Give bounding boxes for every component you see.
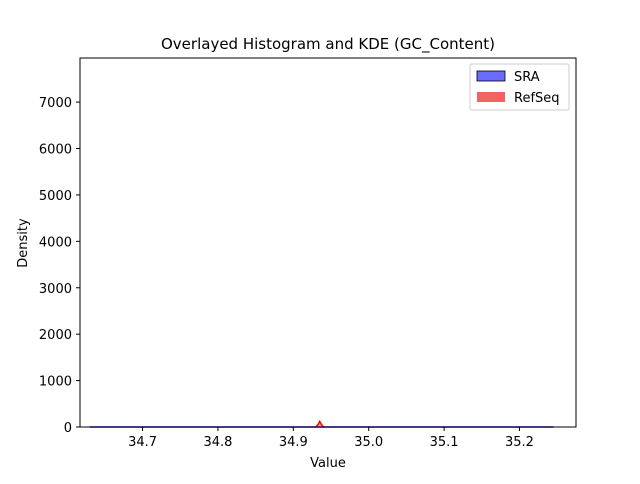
y-tick-label: 4000 [39, 235, 72, 250]
x-tick-label: 34.7 [128, 435, 157, 450]
x-tick-label: 35.2 [505, 435, 534, 450]
x-tick-label: 34.8 [203, 435, 232, 450]
data-point-refseq [317, 423, 319, 425]
y-tick-label: 7000 [39, 96, 72, 111]
axes: 34.7 34.8 34.9 35.0 35.1 35.2 0 1000 2000 3000 400… [39, 57, 577, 450]
chart-title: Overlayed Histogram and KDE (GC_Content) [161, 35, 495, 54]
legend-swatch-refseq [477, 92, 505, 102]
y-tick-label: 6000 [39, 143, 72, 158]
y-tick-label: 2000 [39, 328, 72, 343]
x-tick-label: 34.9 [279, 435, 308, 450]
y-tick-label: 0 [64, 421, 72, 436]
data-point-refseq [319, 420, 321, 423]
y-tick-label: 1000 [39, 375, 72, 390]
y-axis-label: Density [16, 218, 31, 268]
legend-label-refseq: RefSeq [514, 91, 560, 106]
axes-frame [79, 57, 577, 428]
x-tick-label: 35.1 [430, 435, 459, 450]
x-tick-label: 35.0 [354, 435, 383, 450]
legend-label-sra: SRA [514, 70, 540, 85]
data-point-refseq [320, 423, 322, 425]
legend: SRA RefSeq [469, 63, 570, 111]
legend-swatch-sra [476, 70, 506, 82]
y-tick-label: 3000 [39, 282, 72, 297]
y-tick-label: 5000 [39, 189, 72, 204]
x-axis-label: Value [310, 456, 346, 471]
